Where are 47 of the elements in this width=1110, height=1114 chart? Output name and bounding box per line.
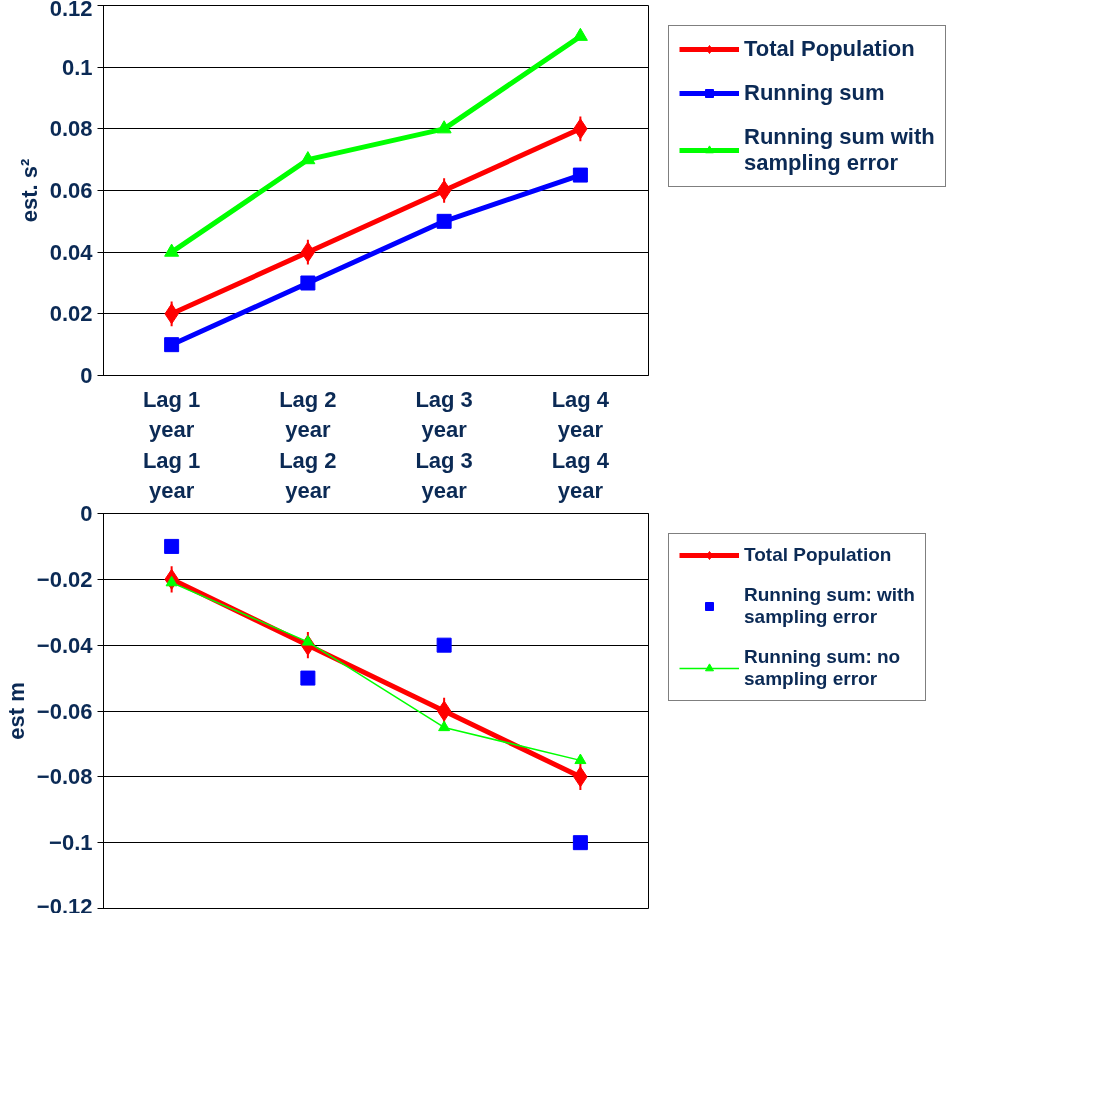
y-tick-label: −0.1	[49, 830, 93, 856]
point	[164, 337, 180, 353]
y-tick-label: −0.02	[36, 566, 93, 592]
legend-label: Running sum: no sampling error	[744, 646, 901, 690]
legend-label: Total Population	[744, 544, 892, 566]
y-tick-label: 0	[80, 501, 93, 526]
point	[572, 27, 588, 41]
x-tick-label: Lag 4 year	[551, 447, 610, 503]
point	[436, 700, 452, 722]
point	[300, 241, 316, 263]
y-axis-title: est m	[3, 682, 29, 740]
x-tick-label: Lag 3 year	[415, 447, 473, 503]
legend-label: Running sum	[744, 80, 885, 106]
x-tick-label: Lag 2 year	[279, 386, 337, 442]
legend-label: Total Population	[744, 36, 915, 62]
point	[436, 120, 452, 134]
x-tick-label: Lag 4 year	[551, 386, 610, 442]
legend-label: Running sum with sampling error	[744, 124, 935, 176]
point	[572, 167, 588, 183]
x-tick-label: Lag 1 year	[142, 386, 201, 442]
point	[436, 180, 452, 201]
y-tick-label: −0.08	[36, 764, 93, 790]
point	[164, 243, 180, 257]
x-tick-label: Lag 2 year	[279, 447, 337, 503]
y-axis-title: est. s²	[16, 158, 42, 223]
point	[300, 275, 316, 291]
point	[436, 213, 452, 229]
point	[572, 835, 588, 851]
point	[300, 670, 316, 686]
y-tick-label: 0.1	[61, 54, 93, 80]
point	[300, 151, 316, 165]
x-tick-label: Lag 3 year	[415, 386, 473, 442]
y-tick-label: 0.02	[49, 301, 93, 327]
point	[438, 720, 451, 732]
x-tick-label: Lag 1 year	[142, 447, 201, 503]
y-tick-label: 0.04	[49, 239, 94, 265]
legend-label: Running sum: with sampling error	[744, 584, 915, 628]
y-tick-label: 0.06	[49, 178, 93, 203]
point	[574, 753, 587, 765]
y-tick-label: −0.06	[36, 698, 93, 724]
y-tick-label: −0.12	[36, 893, 93, 919]
point	[436, 637, 452, 653]
y-tick-label: 0.08	[49, 116, 93, 142]
y-tick-label: 0	[80, 363, 93, 388]
y-tick-label: −0.04	[36, 632, 94, 658]
point	[164, 538, 180, 554]
y-tick-label: 0.12	[49, 0, 93, 21]
